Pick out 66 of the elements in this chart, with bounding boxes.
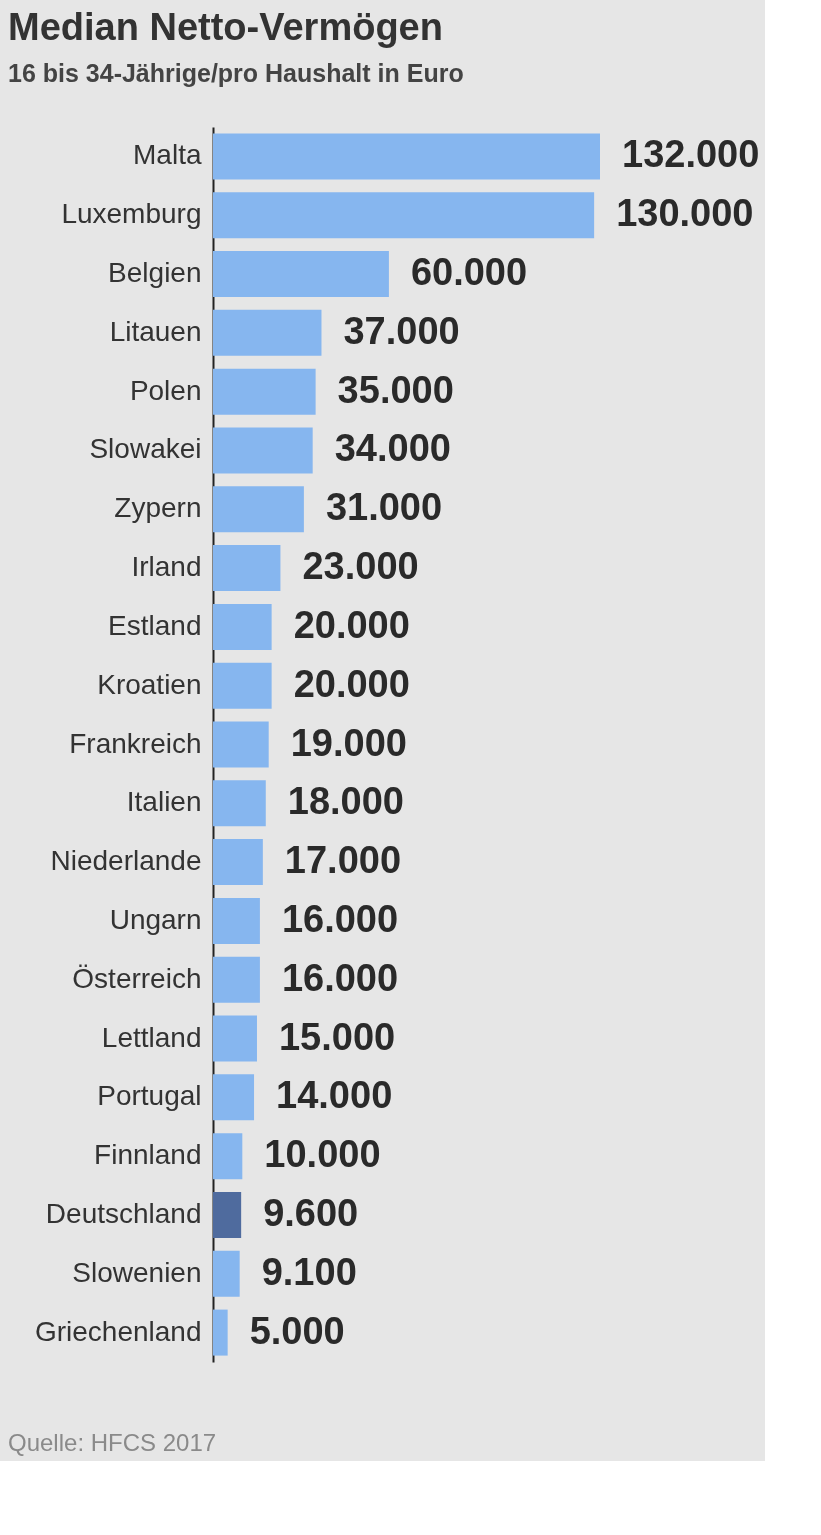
data-label: 130.000: [616, 192, 754, 235]
y-tick-label: Deutschland: [45, 1197, 202, 1229]
data-label: 10.000: [264, 1133, 381, 1176]
bar: [213, 956, 260, 1003]
y-tick-label: Österreich: [72, 962, 202, 994]
bar: [213, 1074, 255, 1121]
data-label: 14.000: [276, 1074, 393, 1117]
bar: [213, 1133, 243, 1180]
bar: [213, 251, 389, 298]
y-tick-label: Niederlande: [50, 845, 202, 877]
bar: [213, 721, 269, 768]
bar: [213, 839, 263, 886]
bar: [213, 1250, 240, 1297]
y-tick-label: Malta: [133, 139, 202, 171]
data-label: 9.600: [263, 1191, 359, 1234]
bar: [213, 897, 260, 944]
bar: [213, 1191, 242, 1238]
bar: [213, 603, 272, 650]
bar: [213, 133, 600, 180]
bar: [213, 545, 281, 592]
y-tick-label: Ungarn: [109, 903, 202, 935]
data-label: 20.000: [293, 603, 410, 646]
y-tick-label: Italien: [126, 786, 202, 818]
bar: [213, 192, 595, 239]
data-label: 31.000: [325, 486, 443, 529]
data-label: 60.000: [410, 251, 528, 294]
data-label: 16.000: [281, 897, 399, 940]
y-tick-label: Zypern: [114, 492, 202, 524]
data-label: 18.000: [287, 780, 405, 823]
y-tick-label: Griechenland: [34, 1315, 202, 1347]
bar: [213, 780, 266, 827]
bar: [213, 309, 322, 356]
bar: [213, 427, 313, 474]
data-label: 17.000: [284, 839, 402, 882]
source-note: Quelle: HFCS 2017: [8, 1429, 217, 1456]
data-label: 15.000: [278, 1015, 396, 1058]
data-label: 20.000: [293, 662, 410, 705]
bar: [213, 1015, 257, 1062]
y-tick-label: Irland: [131, 551, 202, 583]
y-tick-label: Luxemburg: [61, 198, 202, 230]
y-tick-label: Lettland: [101, 1021, 202, 1053]
data-label: 5.000: [249, 1309, 345, 1352]
data-label: 19.000: [290, 721, 407, 764]
y-tick-label: Frankreich: [69, 727, 202, 759]
y-tick-label: Portugal: [97, 1080, 202, 1112]
y-tick-label: Polen: [129, 374, 202, 406]
data-label: 23.000: [302, 545, 419, 588]
chart-subtitle: 16 bis 34-Jährige/pro Haushalt in Euro: [8, 59, 464, 87]
bar: [213, 1309, 228, 1356]
bar: [213, 486, 304, 533]
bar: [213, 662, 272, 709]
data-label: 9.100: [261, 1250, 357, 1293]
data-label: 132.000: [622, 133, 760, 176]
data-label: 34.000: [334, 427, 451, 470]
y-tick-label: Slowenien: [72, 1256, 202, 1288]
y-tick-label: Kroatien: [97, 668, 202, 700]
data-label: 16.000: [281, 956, 399, 999]
bar: [213, 368, 316, 415]
data-label: 35.000: [337, 368, 454, 411]
y-tick-label: Estland: [108, 609, 202, 641]
y-tick-label: Finnland: [94, 1139, 202, 1171]
y-tick-label: Litauen: [109, 315, 202, 347]
chart-title: Median Netto-Vermögen: [8, 6, 443, 48]
y-tick-label: Slowakei: [89, 433, 202, 465]
data-label: 37.000: [343, 309, 460, 352]
y-tick-label: Belgien: [108, 257, 202, 289]
